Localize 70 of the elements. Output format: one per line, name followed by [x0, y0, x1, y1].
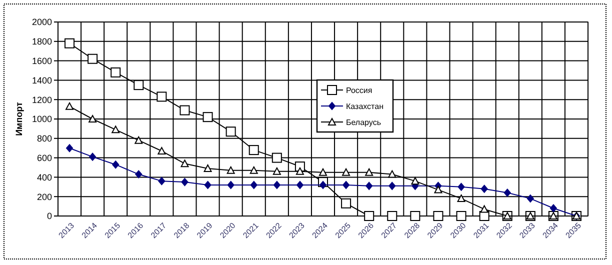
point	[204, 164, 212, 172]
point	[89, 152, 96, 161]
point	[320, 180, 326, 189]
point	[387, 211, 398, 221]
point	[202, 112, 213, 122]
point	[480, 184, 488, 193]
point	[433, 211, 444, 221]
point	[250, 166, 258, 174]
point	[158, 147, 166, 155]
point	[66, 144, 74, 152]
point	[410, 211, 420, 221]
point	[504, 188, 511, 197]
y-tick-label: 800	[36, 134, 52, 144]
point	[365, 168, 374, 176]
point	[457, 194, 466, 202]
y-axis-title: Импорт	[14, 101, 24, 136]
point	[226, 126, 236, 137]
point	[319, 168, 327, 176]
point	[135, 170, 142, 178]
point	[388, 170, 396, 178]
point	[110, 67, 121, 78]
point	[272, 152, 282, 163]
y-tick-label: 0	[46, 211, 52, 222]
y-tick-label: 2000	[32, 17, 52, 28]
point	[272, 167, 281, 175]
point	[480, 205, 488, 213]
y-tick-label: 1800	[32, 36, 52, 47]
legend-label: Беларусь	[346, 118, 381, 127]
point	[550, 204, 557, 212]
point	[88, 54, 98, 64]
legend-label: Казахстан	[346, 102, 384, 111]
point	[112, 160, 120, 169]
point	[434, 186, 442, 194]
legend-label: Россия	[346, 86, 372, 95]
point	[66, 102, 74, 110]
point	[273, 180, 280, 189]
y-tick-label: 1000	[32, 114, 52, 124]
point	[342, 180, 350, 189]
point	[250, 180, 258, 189]
point	[204, 180, 212, 189]
y-tick-label: 1200	[32, 94, 52, 105]
y-tick-label: 200	[36, 192, 52, 202]
point	[226, 166, 235, 174]
point	[458, 182, 465, 191]
point	[342, 168, 350, 176]
point	[181, 178, 188, 186]
y-tick-label: 600	[36, 152, 52, 163]
point	[364, 211, 374, 221]
y-tick-label: 1400	[32, 75, 52, 86]
point	[156, 92, 167, 102]
point	[248, 145, 259, 156]
y-tick-label: 1600	[32, 56, 52, 66]
point	[134, 136, 143, 144]
y-tick-label: 400	[36, 172, 52, 182]
point	[366, 182, 373, 190]
point	[388, 182, 396, 190]
point	[296, 180, 304, 189]
point	[296, 167, 304, 175]
point	[180, 105, 190, 116]
point	[158, 177, 166, 186]
point	[64, 38, 75, 48]
point	[180, 160, 189, 168]
point	[411, 177, 420, 185]
point	[526, 194, 534, 203]
point	[456, 211, 466, 221]
point	[88, 115, 97, 122]
point	[227, 180, 234, 189]
point	[112, 126, 120, 134]
point	[341, 198, 352, 208]
point	[134, 80, 144, 90]
